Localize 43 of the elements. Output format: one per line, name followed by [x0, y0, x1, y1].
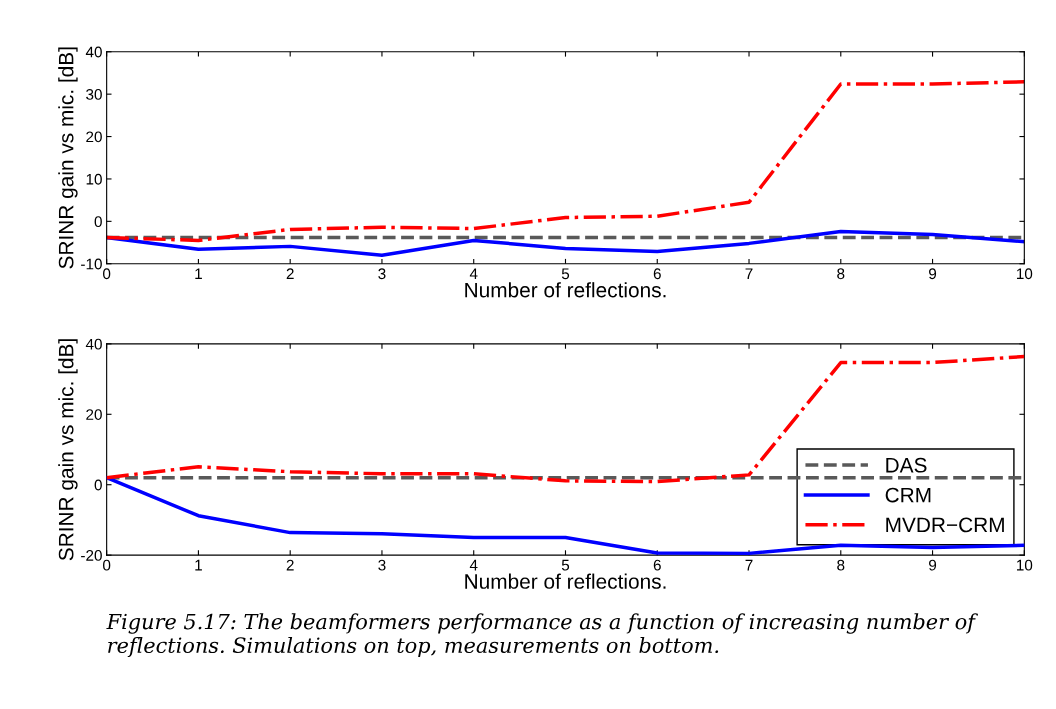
line-series: [106, 80, 1025, 243]
x-axis-title: Number of reflections.: [465, 282, 666, 298]
x-tick-label: 7: [745, 559, 753, 571]
x-tick-label: 5: [561, 268, 570, 280]
legend-label: DAS: [886, 457, 927, 473]
legend-label: CRM: [885, 487, 931, 503]
x-axis-title: Number of reflections.: [465, 573, 666, 589]
y-axis-title: SRINR gain vs mic. [dB]: [58, 47, 78, 269]
x-tick-label: 0: [103, 268, 111, 280]
x-tick-label: 3: [378, 268, 386, 280]
y-tick-label: 30: [86, 89, 102, 100]
x-tick-label: 9: [929, 559, 937, 571]
x-tick-label: 4: [469, 559, 478, 571]
x-tick-label: 1: [195, 559, 202, 571]
x-tick-label: 10: [1016, 559, 1033, 571]
y-tick-label: 40: [85, 46, 102, 58]
caption: Figure 5.17: The beamformers performance as a function of increasing number of reflections. Simulations on top, measurements on bottom.: [106, 613, 979, 658]
y-tick-label: 10: [86, 173, 102, 185]
x-tick-label: 0: [103, 559, 111, 571]
x-tick-label: 10: [1016, 268, 1033, 280]
x-tick-label: 1: [195, 268, 202, 279]
y-axis-title: SRINR gain vs mic. [dB]: [58, 339, 78, 561]
x-tick-label: 7: [745, 268, 753, 279]
y-tick-label: 20: [86, 131, 102, 143]
line-series: [106, 229, 1025, 258]
y-tick-label: -20: [81, 550, 102, 561]
x-tick-label: 2: [286, 268, 294, 279]
x-tick-label: 4: [469, 268, 478, 279]
y-tick-label: 0: [94, 216, 102, 228]
x-tick-label: 2: [286, 559, 294, 571]
legend-label: MVDR−CRM: [886, 517, 1004, 533]
x-tick-label: 3: [378, 559, 386, 571]
line-series: [106, 354, 1025, 484]
x-tick-label: 8: [837, 268, 845, 280]
x-tick-label: 8: [837, 559, 845, 571]
y-tick-label: 20: [86, 409, 102, 420]
x-tick-label: 5: [561, 559, 570, 571]
y-tick-label: 0: [94, 479, 102, 491]
y-tick-label: -10: [81, 258, 102, 270]
x-tick-label: 6: [653, 268, 661, 280]
y-tick-label: 40: [85, 338, 102, 350]
x-tick-label: 9: [929, 268, 937, 280]
x-tick-label: 6: [653, 559, 661, 571]
